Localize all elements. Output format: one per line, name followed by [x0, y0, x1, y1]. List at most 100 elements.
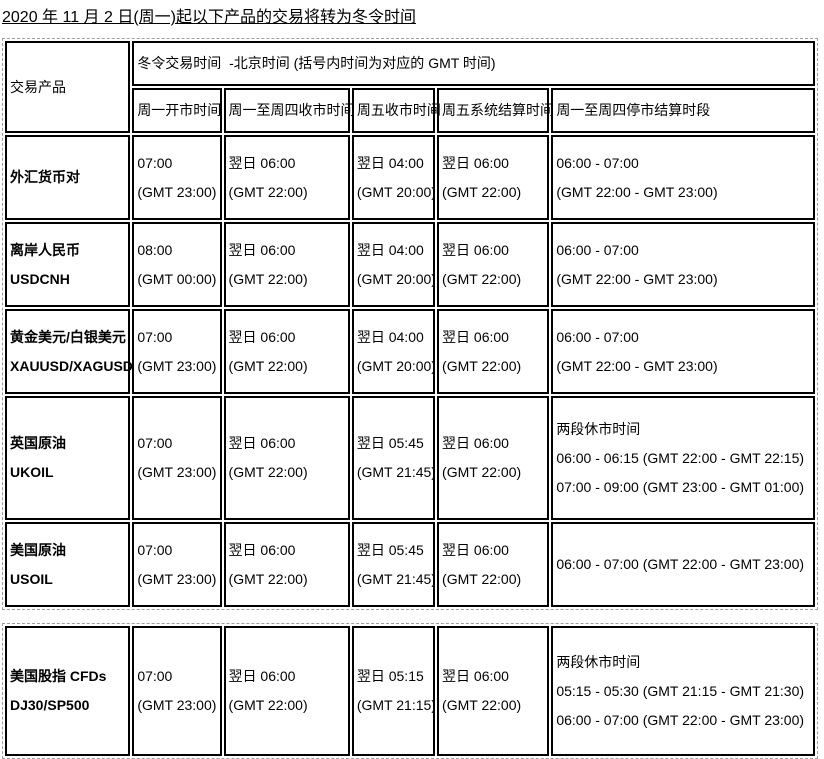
- time-cell: 08:00 (GMT 00:00): [132, 222, 222, 307]
- cell-line: (GMT 23:00): [137, 464, 217, 480]
- cell-line: (GMT 22:00 - GMT 23:00): [556, 357, 718, 374]
- cell-line: 周一开市时间: [137, 102, 222, 118]
- stock-indices-table-wrapper: 美国股指 CFDs DJ30/SP500 07:00 (GMT 23:00) 翌日 06…: [2, 623, 818, 759]
- cell-line: 英国原油: [10, 435, 66, 451]
- cell-line: 翌日 04:00: [356, 154, 424, 171]
- cell-line: (GMT 20:00): [356, 357, 436, 374]
- table-body: 外汇货币对 07:00 (GMT 23:00) 翌日 06:00 (GMT 22:00)…: [5, 135, 815, 607]
- cell-line: (GMT 22:00): [442, 183, 522, 200]
- table-row: 黄金美元/白银美元 XAUUSD/XAGUSD 07:00 (GMT 23:00) 翌日…: [5, 309, 815, 394]
- time-cell: 06:00 - 07:00 (GMT 22:00 - GMT 23:00): [551, 222, 815, 307]
- time-cell: 翌日 06:00 (GMT 22:00): [223, 309, 350, 394]
- table-body: 美国股指 CFDs DJ30/SP500 07:00 (GMT 23:00) 翌日 06…: [5, 626, 815, 756]
- column-header: 周一至周四收市时间: [223, 88, 355, 133]
- time-cell: 翌日 06:00 (GMT 22:00): [437, 396, 550, 520]
- cell-line: (GMT 23:00): [137, 697, 217, 713]
- cell-line: 翌日 06:00: [228, 668, 296, 684]
- time-cell: 翌日 06:00 (GMT 22:00): [223, 522, 350, 607]
- cell-line: 离岸人民币: [10, 241, 80, 258]
- time-cell: 07:00 (GMT 23:00): [132, 135, 222, 220]
- cell-line: 08:00: [137, 241, 173, 258]
- cell-line: 05:15 - 05:30 (GMT 21:15 - GMT 21:30): [556, 682, 805, 699]
- time-cell: 翌日 06:00 (GMT 22:00): [223, 135, 350, 220]
- time-cell: 翌日 05:45 (GMT 21:45): [351, 396, 436, 520]
- cell-line: 翌日 06:00: [228, 328, 296, 345]
- time-cell: 翌日 06:00 (GMT 22:00): [223, 626, 350, 756]
- time-cell: 07:00 (GMT 23:00): [132, 396, 222, 520]
- cell-line: (GMT 22:00): [228, 464, 308, 480]
- cell-line: (GMT 23:00): [137, 570, 217, 587]
- product-cell: 英国原油 UKOIL: [5, 396, 131, 520]
- cell-line: (GMT 22:00): [228, 697, 308, 713]
- cell-line: (GMT 22:00): [442, 697, 522, 713]
- cell-line: 翌日 04:00: [356, 241, 424, 258]
- time-group-header: 冬令交易时间 -北京时间 (括号内时间为对应的 GMT 时间): [132, 41, 815, 86]
- cell-line: (GMT 22:00): [442, 270, 522, 287]
- cell-line: 翌日 06:00: [228, 541, 296, 558]
- cell-line: 06:00 - 07:00: [556, 328, 639, 345]
- cell-line: 交易产品: [10, 78, 66, 95]
- time-cell: 07:00 (GMT 23:00): [132, 626, 222, 756]
- cell-line: (GMT 21:15): [356, 697, 436, 713]
- stock-indices-table: 美国股指 CFDs DJ30/SP500 07:00 (GMT 23:00) 翌日 06…: [3, 624, 817, 758]
- product-column-header: 交易产品: [5, 41, 131, 133]
- column-header: 周一至周四停市结算时段: [551, 88, 815, 133]
- time-cell: 翌日 04:00 (GMT 20:00): [351, 309, 436, 394]
- cell-line: USOIL: [10, 570, 53, 587]
- cell-line: USDCNH: [10, 270, 70, 287]
- cell-line: (GMT 20:00): [356, 270, 436, 287]
- time-cell: 06:00 - 07:00 (GMT 22:00 - GMT 23:00): [551, 135, 815, 220]
- cell-line: (GMT 22:00): [442, 570, 522, 587]
- cell-line: XAUUSD/XAGUSD: [10, 357, 133, 374]
- time-cell: 翌日 04:00 (GMT 20:00): [351, 135, 436, 220]
- table-row: 美国原油 USOIL 07:00 (GMT 23:00) 翌日 06:00 (GMT 22…: [5, 522, 815, 607]
- cell-line: 周五收市时间: [356, 102, 441, 118]
- product-cell: 外汇货币对: [5, 135, 131, 220]
- time-cell: 翌日 06:00 (GMT 22:00): [223, 222, 350, 307]
- header-row-columns: 周一开市时间 周一至周四收市时间 周五收市时间 周五系统结算时间 周一至周四停市结算时段: [5, 88, 815, 133]
- product-cell: 美国原油 USOIL: [5, 522, 131, 607]
- cell-line: 翌日 05:45: [356, 435, 424, 451]
- product-cell: 美国股指 CFDs DJ30/SP500: [5, 626, 131, 756]
- time-cell: 翌日 06:00 (GMT 22:00): [437, 522, 550, 607]
- cell-line: 美国股指 CFDs: [10, 668, 107, 684]
- page: 2020 年 11 月 2 日(周一)起以下产品的交易将转为冬令时间 交易产品 …: [2, 8, 824, 759]
- cell-line: DJ30/SP500: [10, 697, 90, 713]
- page-title: 2020 年 11 月 2 日(周一)起以下产品的交易将转为冬令时间: [2, 9, 416, 26]
- cell-line: (GMT 22:00): [228, 183, 308, 200]
- cell-line: 07:00: [137, 154, 173, 171]
- cell-line: (GMT 21:45): [356, 570, 436, 587]
- cell-line: 冬令交易时间 -北京时间 (括号内时间为对应的 GMT 时间): [137, 55, 496, 71]
- column-header: 周五系统结算时间: [437, 88, 555, 133]
- cell-line: (GMT 22:00): [228, 357, 308, 374]
- cell-line: (GMT 22:00 - GMT 23:00): [556, 270, 718, 287]
- cell-line: 07:00 - 09:00 (GMT 23:00 - GMT 01:00): [556, 478, 805, 495]
- time-cell: 两段休市时间 06:00 - 06:15 (GMT 22:00 - GMT 22:…: [551, 396, 815, 520]
- time-cell: 06:00 - 07:00 (GMT 22:00 - GMT 23:00): [551, 522, 815, 607]
- cell-line: 07:00: [137, 328, 173, 345]
- cell-line: 外汇货币对: [10, 169, 80, 185]
- cell-line: 07:00: [137, 668, 173, 684]
- winter-schedule-table-wrapper: 交易产品 冬令交易时间 -北京时间 (括号内时间为对应的 GMT 时间) 周一开…: [2, 38, 818, 610]
- cell-line: (GMT 22:00): [228, 570, 308, 587]
- product-cell: 黄金美元/白银美元 XAUUSD/XAGUSD: [5, 309, 133, 394]
- time-cell: 翌日 06:00 (GMT 22:00): [223, 396, 350, 520]
- time-cell: 翌日 06:00 (GMT 22:00): [437, 135, 550, 220]
- table-row: 英国原油 UKOIL 07:00 (GMT 23:00) 翌日 06:00 (GMT 22…: [5, 396, 815, 520]
- cell-line: 06:00 - 06:15 (GMT 22:00 - GMT 22:15): [556, 449, 805, 466]
- cell-line: 翌日 06:00: [228, 241, 296, 258]
- cell-line: 翌日 06:00: [442, 668, 509, 684]
- time-cell: 翌日 06:00 (GMT 22:00): [437, 309, 550, 394]
- cell-line: 两段休市时间: [556, 420, 641, 437]
- cell-line: 周五系统结算时间: [442, 102, 555, 118]
- cell-line: 翌日 06:00: [442, 154, 509, 171]
- cell-line: 翌日 06:00: [442, 541, 509, 558]
- cell-line: 翌日 06:00: [228, 154, 296, 171]
- cell-line: 06:00 - 07:00 (GMT 22:00 - GMT 23:00): [556, 556, 805, 572]
- cell-line: 翌日 04:00: [356, 328, 424, 345]
- cell-line: 07:00: [137, 541, 173, 558]
- time-cell: 07:00 (GMT 23:00): [132, 309, 222, 394]
- cell-line: 美国原油: [10, 541, 66, 558]
- cell-line: (GMT 00:00): [137, 270, 217, 287]
- table-header: 交易产品 冬令交易时间 -北京时间 (括号内时间为对应的 GMT 时间) 周一开…: [5, 41, 815, 133]
